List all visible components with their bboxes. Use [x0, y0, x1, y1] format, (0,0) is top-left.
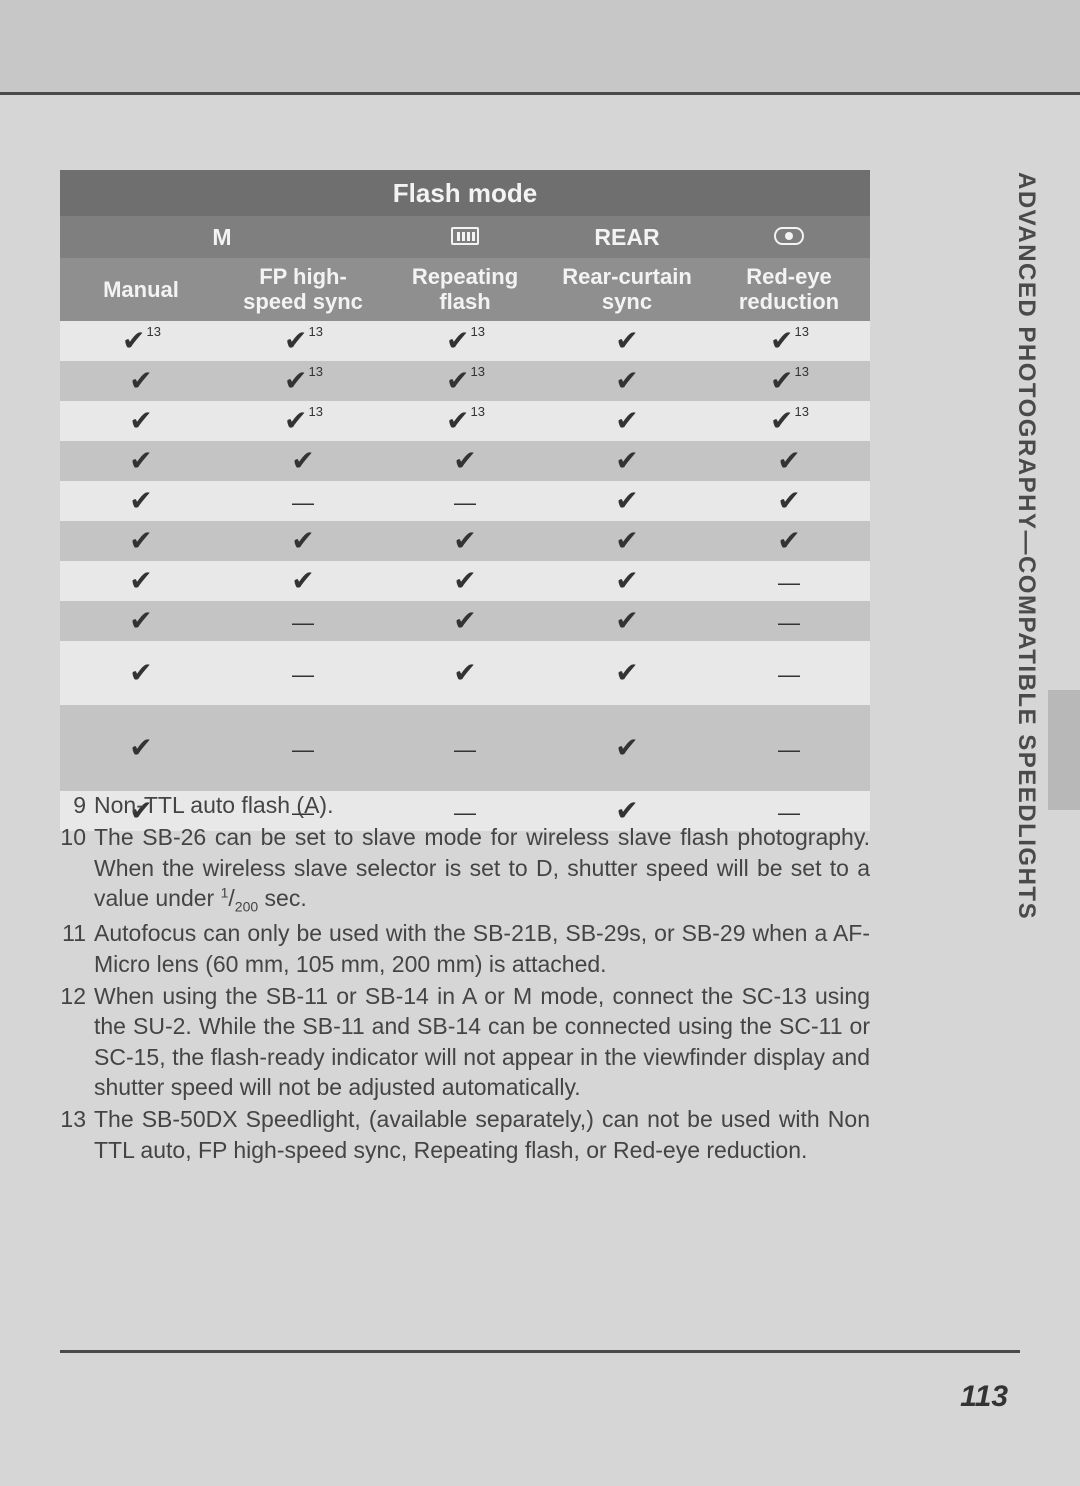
- table-cell: ✔: [222, 561, 384, 601]
- table-row: ✔✔13✔13✔✔13: [60, 361, 870, 401]
- table-cell: ✔: [546, 601, 708, 641]
- table-cell: ✔: [60, 641, 222, 705]
- table-cell: ✔: [708, 481, 870, 521]
- footnote-text: The SB-26 can be set to slave mode for w…: [94, 822, 870, 916]
- table-cell: ✔: [546, 441, 708, 481]
- table-row: ✔—✔✔—: [60, 641, 870, 705]
- table-row: ✔——✔—: [60, 705, 870, 791]
- top-rule: [0, 92, 1080, 95]
- repeat-icon: [451, 227, 479, 245]
- table-cell: ✔: [222, 441, 384, 481]
- footnote-number: 9: [60, 790, 94, 820]
- table-cell: —: [708, 705, 870, 791]
- th-repeating: Repeatingflash: [384, 258, 546, 321]
- table-cell: ✔: [60, 441, 222, 481]
- table-row: ✔✔13✔13✔✔13: [60, 401, 870, 441]
- table-cell: ✔13: [60, 321, 222, 361]
- table-cell: —: [708, 601, 870, 641]
- table-cell: —: [384, 481, 546, 521]
- footnote: 10The SB-26 can be set to slave mode for…: [60, 822, 870, 916]
- table-row: ✔✔✔✔✔: [60, 441, 870, 481]
- table-cell: ✔: [546, 321, 708, 361]
- table-cell: ✔13: [222, 321, 384, 361]
- th-repeat-icon: [384, 216, 546, 258]
- footnote-text: Autofocus can only be used with the SB-2…: [94, 918, 870, 979]
- th-rear: REAR: [546, 216, 708, 258]
- table-cell: ✔: [60, 361, 222, 401]
- table-cell: ✔: [708, 521, 870, 561]
- table-cell: —: [708, 641, 870, 705]
- footnote: 12When using the SB-11 or SB-14 in A or …: [60, 981, 870, 1102]
- table-cell: ✔13: [708, 401, 870, 441]
- footnote: 13The SB-50DX Speedlight, (available sep…: [60, 1104, 870, 1165]
- page-number: 113: [960, 1380, 1008, 1414]
- footnote: 11Autofocus can only be used with the SB…: [60, 918, 870, 979]
- table-header-flash-mode: Flash mode: [60, 170, 870, 216]
- table-cell: ✔: [60, 705, 222, 791]
- table-cell: —: [222, 641, 384, 705]
- th-rearcurtain: Rear-curtainsync: [546, 258, 708, 321]
- th-manual: Manual: [60, 258, 222, 321]
- table-cell: ✔: [546, 641, 708, 705]
- table-cell: ✔: [546, 401, 708, 441]
- th-m: M: [60, 216, 384, 258]
- table-cell: ✔13: [222, 361, 384, 401]
- table-cell: ✔: [384, 601, 546, 641]
- table-cell: ✔: [384, 561, 546, 601]
- top-shade: [0, 0, 1080, 92]
- table-cell: ✔13: [384, 401, 546, 441]
- flash-mode-table: Flash mode M REAR Manual FP high-speed s…: [60, 170, 870, 831]
- footnote-text: When using the SB-11 or SB-14 in A or M …: [94, 981, 870, 1102]
- table-cell: ✔: [60, 521, 222, 561]
- table-row: ✔——✔✔: [60, 481, 870, 521]
- side-title: ADVANCED PHOTOGRAPHY—COMPATIBLE SPEEDLIG…: [1012, 172, 1040, 920]
- side-tab: [1048, 690, 1080, 810]
- footnote-text: The SB-50DX Speedlight, (available separ…: [94, 1104, 870, 1165]
- table-cell: ✔: [384, 521, 546, 561]
- table-cell: ✔13: [222, 401, 384, 441]
- th-redeye: Red-eyereduction: [708, 258, 870, 321]
- footnote-text: Non-TTL auto flash (A).: [94, 790, 870, 820]
- table-cell: ✔: [222, 521, 384, 561]
- table-cell: ✔: [546, 561, 708, 601]
- footnote: 9Non-TTL auto flash (A).: [60, 790, 870, 820]
- bottom-rule: [60, 1350, 1020, 1353]
- table-row: ✔13✔13✔13✔✔13: [60, 321, 870, 361]
- table-cell: ✔: [546, 361, 708, 401]
- table-cell: ✔: [546, 705, 708, 791]
- table-cell: —: [222, 481, 384, 521]
- table-cell: ✔: [708, 441, 870, 481]
- table-cell: ✔: [546, 481, 708, 521]
- footnote-number: 13: [60, 1104, 94, 1165]
- table-cell: ✔13: [708, 321, 870, 361]
- th-redeye-icon: [708, 216, 870, 258]
- table-cell: ✔13: [708, 361, 870, 401]
- th-fp: FP high-speed sync: [222, 258, 384, 321]
- table-row: ✔—✔✔—: [60, 601, 870, 641]
- table-cell: ✔: [60, 561, 222, 601]
- table-row: ✔✔✔✔✔: [60, 521, 870, 561]
- footnote-number: 10: [60, 822, 94, 916]
- table-cell: ✔13: [384, 361, 546, 401]
- table-row: ✔✔✔✔—: [60, 561, 870, 601]
- footnote-number: 11: [60, 918, 94, 979]
- table-cell: ✔: [384, 441, 546, 481]
- table-cell: ✔: [384, 641, 546, 705]
- footnote-number: 12: [60, 981, 94, 1102]
- table-cell: —: [708, 561, 870, 601]
- table-cell: —: [222, 601, 384, 641]
- table-cell: ✔13: [384, 321, 546, 361]
- table-cell: —: [222, 705, 384, 791]
- footnotes: 9Non-TTL auto flash (A).10The SB-26 can …: [60, 790, 870, 1167]
- table-cell: ✔: [60, 481, 222, 521]
- eye-icon: [774, 227, 804, 245]
- table-cell: ✔: [60, 401, 222, 441]
- table-cell: —: [384, 705, 546, 791]
- table-cell: ✔: [60, 601, 222, 641]
- table-cell: ✔: [546, 521, 708, 561]
